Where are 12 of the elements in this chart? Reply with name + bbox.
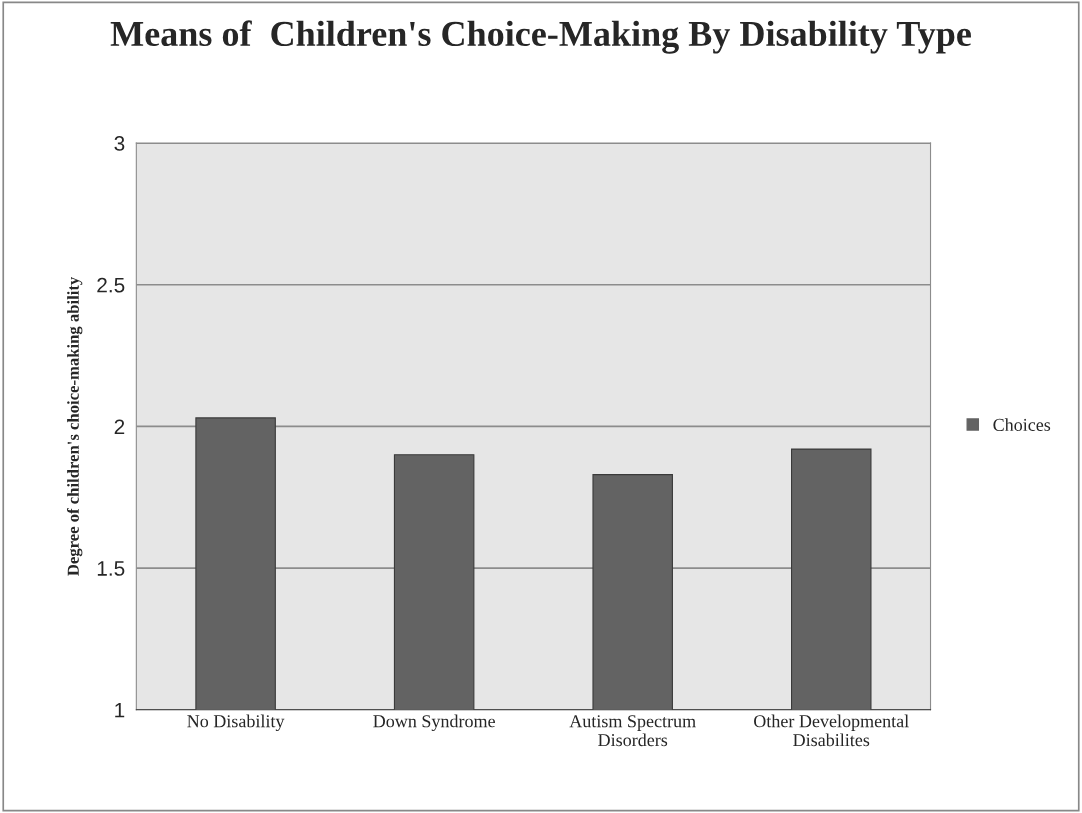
y-tick-label: 2.5 xyxy=(97,277,125,293)
x-tick-label: Down Syndrome xyxy=(373,714,495,732)
chart-title: Means of Children's Choice-Making By Disability Type xyxy=(110,20,971,54)
x-tick-label: Autism Spectrum Disorders xyxy=(569,715,696,747)
y-tick-label: 3 xyxy=(114,136,125,151)
y-axis-title: Degree of children's choice-making ability xyxy=(66,276,83,576)
y-tick-label: 1 xyxy=(115,702,125,718)
y-tick-label: 2 xyxy=(114,419,125,434)
y-tick-label: 1.5 xyxy=(97,561,125,576)
x-tick-label: Other Developmental Disabilites xyxy=(754,714,909,747)
legend-label: Choices xyxy=(993,418,1051,431)
x-tick-label: No Disability xyxy=(187,714,285,732)
